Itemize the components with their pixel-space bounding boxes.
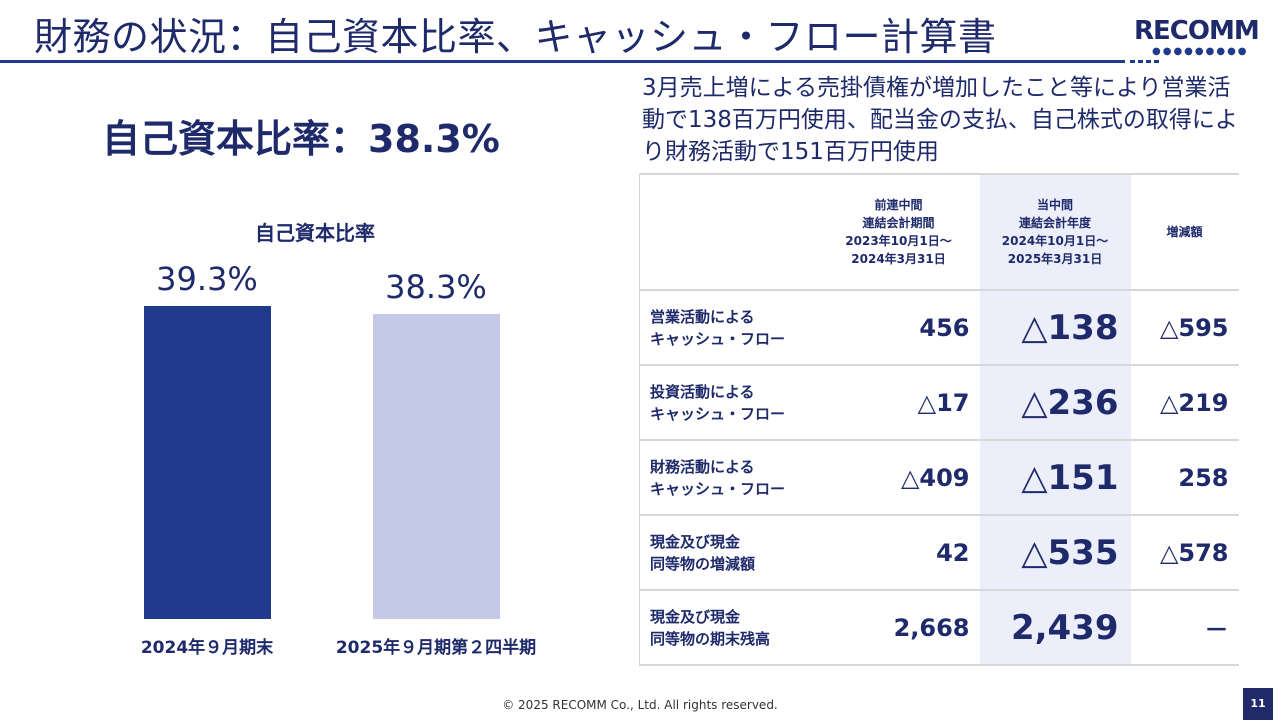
table-row: 営業活動によるキャッシュ・フロー 456 △138 △595 — [639, 289, 1239, 365]
cell-prev: 2,668 — [817, 589, 980, 666]
cell-change: 258 — [1130, 439, 1239, 515]
page-number: 11 — [1243, 688, 1273, 720]
row-label: 営業活動によるキャッシュ・フロー — [639, 289, 818, 365]
cash-flow-summary: 3月売上増による売掛債権が増加したこと等により営業活動で138百万円使用、配当金… — [642, 75, 1238, 165]
cell-change: － — [1130, 589, 1239, 666]
copyright-footer: © 2025 RECOMM Co., Ltd. All rights reser… — [502, 698, 778, 712]
bar-value-label: 39.3% — [156, 259, 258, 298]
table-row: 投資活動によるキャッシュ・フロー △17 △236 △219 — [639, 364, 1239, 440]
cell-current: 2,439 — [979, 589, 1131, 666]
row-label-line: 同等物の期末残高 — [650, 629, 771, 648]
chart-bar — [372, 313, 500, 619]
logo-dots-decoration: ●●●●●●●●● — [1152, 46, 1249, 57]
equity-ratio-headline: 自己資本比率：38.3% — [102, 117, 500, 161]
cell-prev: 42 — [817, 514, 980, 590]
logo-text: RECOMM — [1134, 16, 1260, 46]
header-prev-line: 前連中間 — [874, 198, 923, 212]
row-label-line: 現金及び現金 — [650, 607, 741, 626]
cell-prev: △409 — [817, 439, 980, 515]
header-cur-line: 2025年3月31日 — [1007, 252, 1103, 266]
table-row: 現金及び現金同等物の期末残高 2,668 2,439 － — [639, 589, 1239, 666]
header-change: 増減額 — [1130, 173, 1239, 290]
row-label: 財務活動によるキャッシュ・フロー — [639, 439, 818, 515]
header-blank — [639, 173, 818, 290]
title-underline — [0, 60, 1125, 63]
row-label-line: 同等物の増減額 — [650, 554, 756, 573]
header-cur-line: 連結会計年度 — [1018, 216, 1091, 230]
title-underline-dashes — [1130, 60, 1160, 63]
cell-prev: 456 — [817, 289, 980, 365]
row-label: 現金及び現金同等物の期末残高 — [639, 589, 818, 666]
cell-current: △151 — [979, 439, 1131, 515]
cell-current: △138 — [979, 289, 1131, 365]
row-label-line: キャッシュ・フロー — [650, 479, 786, 498]
row-label-line: キャッシュ・フロー — [650, 329, 786, 348]
row-label-line: キャッシュ・フロー — [650, 404, 786, 423]
chart-title: 自己資本比率 — [255, 221, 375, 245]
bar-value-label: 38.3% — [385, 267, 487, 306]
category-label: 2025年９月期第２四半期 — [335, 638, 537, 658]
cell-prev: △17 — [817, 364, 980, 440]
cell-change: △595 — [1130, 289, 1239, 365]
header-prev-line: 2024年3月31日 — [851, 252, 946, 266]
cell-current: △535 — [979, 514, 1131, 590]
row-label-line: 現金及び現金 — [650, 532, 741, 551]
row-label: 現金及び現金 同等物の増減額 — [639, 514, 818, 590]
row-label-line: 投資活動による — [650, 382, 755, 401]
cell-change: △219 — [1130, 364, 1239, 440]
chart-bar — [143, 305, 271, 619]
row-label: 投資活動によるキャッシュ・フロー — [639, 364, 818, 440]
header-cur-line: 2024年10月1日～ — [1001, 234, 1109, 248]
header-prev-line: 連結会計期間 — [862, 216, 935, 230]
row-label-line: 営業活動による — [650, 307, 755, 326]
page-title: 財務の状況：自己資本比率、キャッシュ・フロー計算書 — [34, 15, 997, 59]
table-header-row: 前連中間 連結会計期間 2023年10月1日～ 2024年3月31日 当中間 連… — [639, 173, 1239, 290]
company-logo: RECOMM ●●●●●●●●● — [1134, 14, 1264, 64]
header-cur-line: 当中間 — [1036, 198, 1073, 212]
header-current-period: 当中間 連結会計年度 2024年10月1日～ 2025年3月31日 — [979, 173, 1131, 290]
header-prev-line: 2023年10月1日～ — [845, 234, 952, 248]
header-prev-period: 前連中間 連結会計期間 2023年10月1日～ 2024年3月31日 — [817, 173, 980, 290]
category-label: 2024年９月期末 — [140, 638, 274, 658]
table-row: 財務活動によるキャッシュ・フロー △409 △151 258 — [639, 439, 1239, 515]
cash-flow-table: 前連中間 連結会計期間 2023年10月1日～ 2024年3月31日 当中間 連… — [639, 173, 1239, 666]
cell-change: △578 — [1130, 514, 1239, 590]
row-label-line: 財務活動による — [650, 457, 755, 476]
table-row: 現金及び現金 同等物の増減額 42 △535 △578 — [639, 514, 1239, 590]
cell-current: △236 — [979, 364, 1131, 440]
